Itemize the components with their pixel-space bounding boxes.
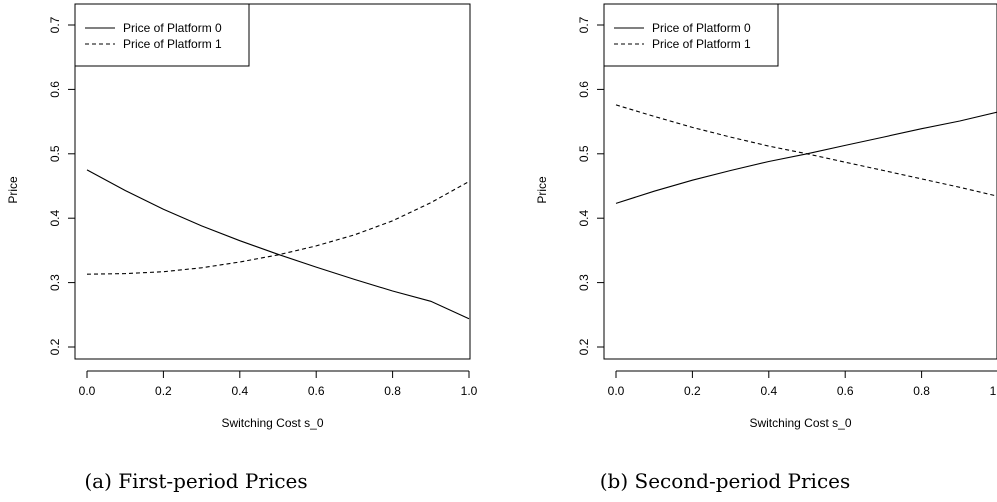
figure-caption: (a) First-period Prices (84, 469, 307, 493)
y-tick-label: 0.5 (48, 145, 62, 162)
legend: Price of Platform 0 Price of Platform 1 (603, 3, 779, 67)
y-tick-label: 0.4 (577, 210, 591, 227)
plot-frame (603, 3, 997, 360)
chart-panel-a: 0.2 0.3 0.4 0.5 0.6 0.7 0.0 0.2 0.4 0.6 0.8 1.0 Swit… (6, 3, 478, 493)
y-tick-label: 0.2 (48, 338, 62, 355)
series-line-platform-0 (86, 169, 470, 320)
legend-label: Price of Platform 0 (652, 21, 751, 35)
y-tick-label: 0.7 (577, 16, 591, 33)
legend-label: Price of Platform 1 (652, 37, 751, 51)
x-tick-label: 0.6 (837, 384, 854, 398)
y-tick-label: 0.4 (48, 210, 62, 227)
plot-frame (74, 3, 471, 360)
legend-box (603, 3, 779, 67)
x-tick-label: 0.2 (684, 384, 701, 398)
x-axis-title: Switching Cost s_0 (749, 416, 851, 430)
legend-box (74, 3, 250, 67)
series-line-platform-1 (86, 181, 470, 275)
y-tick-label: 0.5 (577, 145, 591, 162)
series-line-platform-1 (615, 104, 997, 197)
y-tick-label: 0.3 (48, 274, 62, 291)
x-tick-label: 1.0 (461, 384, 478, 398)
x-tick-label: 0.8 (384, 384, 401, 398)
chart-panel-b: 0.2 0.3 0.4 0.5 0.6 0.7 0.0 0.2 0.4 0.6 0.8 1.0 Swit… (535, 3, 997, 493)
y-tick-label: 0.2 (577, 338, 591, 355)
y-axis-title: Price (535, 176, 549, 204)
series-line-platform-0 (615, 111, 997, 204)
x-tick-label: 0.0 (608, 384, 625, 398)
x-tick-label: 0.4 (231, 384, 248, 398)
y-tick-label: 0.7 (48, 16, 62, 33)
figure-caption: (b) Second-period Prices (600, 469, 851, 493)
x-axis-title: Switching Cost s_0 (221, 416, 323, 430)
x-tick-label: 0.4 (760, 384, 777, 398)
x-tick-label: 0.2 (155, 384, 172, 398)
y-tick-label: 0.3 (577, 274, 591, 291)
x-tick-label: 0.0 (79, 384, 96, 398)
x-tick-label: 0.6 (308, 384, 325, 398)
y-axis-title: Price (6, 176, 20, 204)
y-tick-label: 0.6 (48, 81, 62, 98)
x-tick-label: 0.8 (913, 384, 930, 398)
y-tick-label: 0.6 (577, 81, 591, 98)
legend-label: Price of Platform 0 (123, 21, 222, 35)
x-tick-label: 1.0 (990, 384, 997, 398)
legend-label: Price of Platform 1 (123, 37, 222, 51)
legend: Price of Platform 0 Price of Platform 1 (74, 3, 250, 67)
